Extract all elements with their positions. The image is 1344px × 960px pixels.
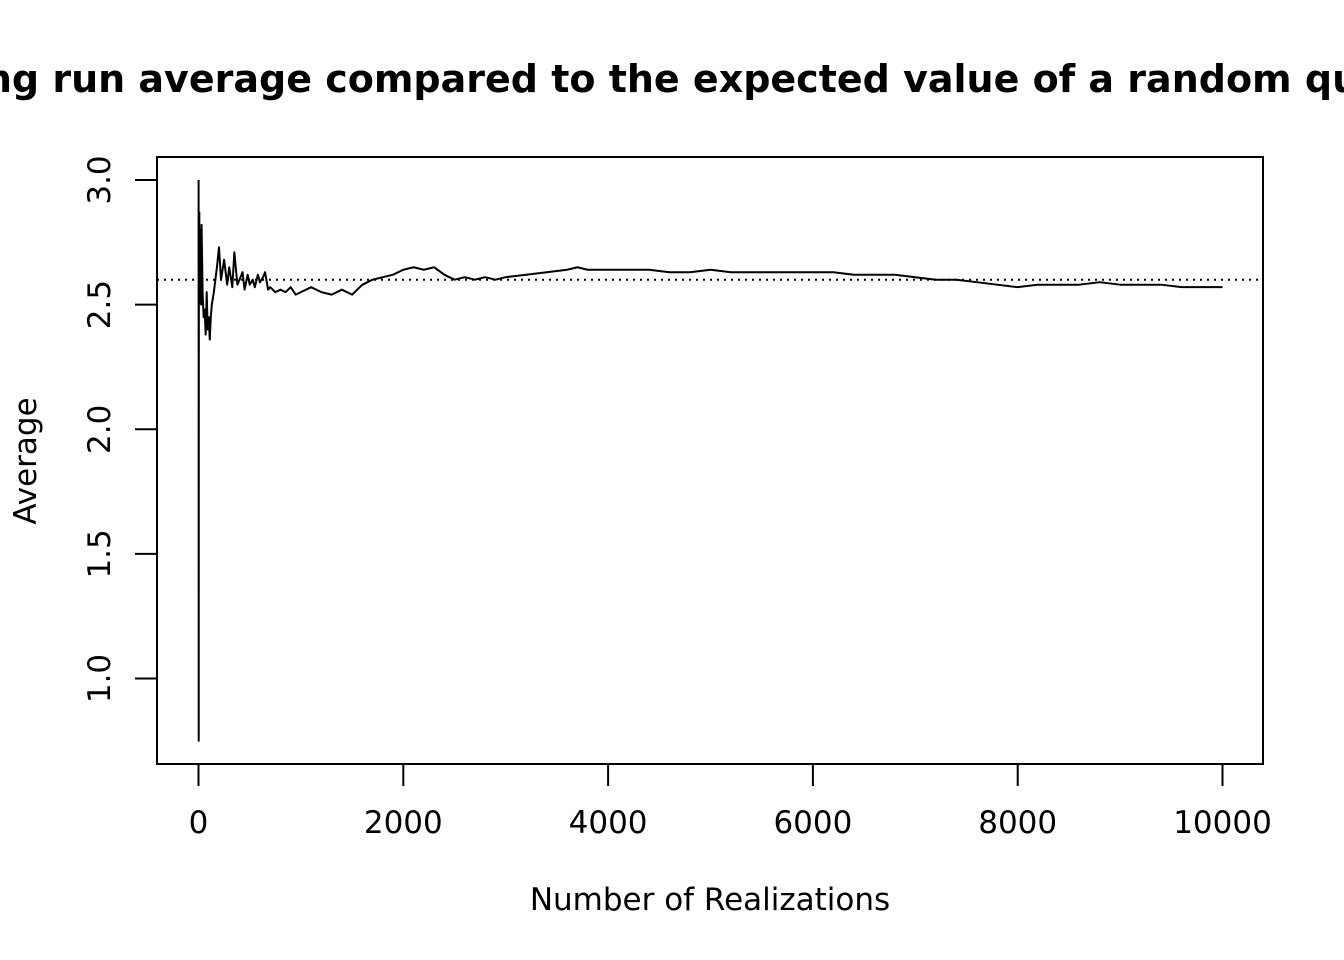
x-tick-label-3: 6000 (773, 805, 852, 841)
x-tick-label-5: 10000 (1173, 805, 1272, 841)
y-tick-label-4: 3.0 (82, 155, 118, 204)
x-tick-label-2: 4000 (569, 805, 648, 841)
x-tick-label-0: 0 (189, 805, 209, 841)
x-tick-label-1: 2000 (364, 805, 443, 841)
x-tick-label-4: 8000 (978, 805, 1057, 841)
y-tick-label-1: 1.5 (82, 529, 118, 578)
x-axis: 0 2000 4000 6000 8000 10000 (189, 763, 1272, 841)
series-layer (197, 179, 1223, 742)
y-tick-label-3: 2.5 (82, 280, 118, 329)
y-tick-label-0: 1.0 (82, 654, 118, 703)
y-axis-label: Average (8, 397, 44, 524)
series-line-0 (197, 179, 1223, 742)
chart-title: ng run average compared to the expected … (0, 57, 1344, 101)
y-axis: 1.0 1.5 2.0 2.5 3.0 (82, 155, 158, 703)
x-axis-label: Number of Realizations (530, 882, 890, 918)
y-tick-label-2: 2.0 (82, 405, 118, 454)
